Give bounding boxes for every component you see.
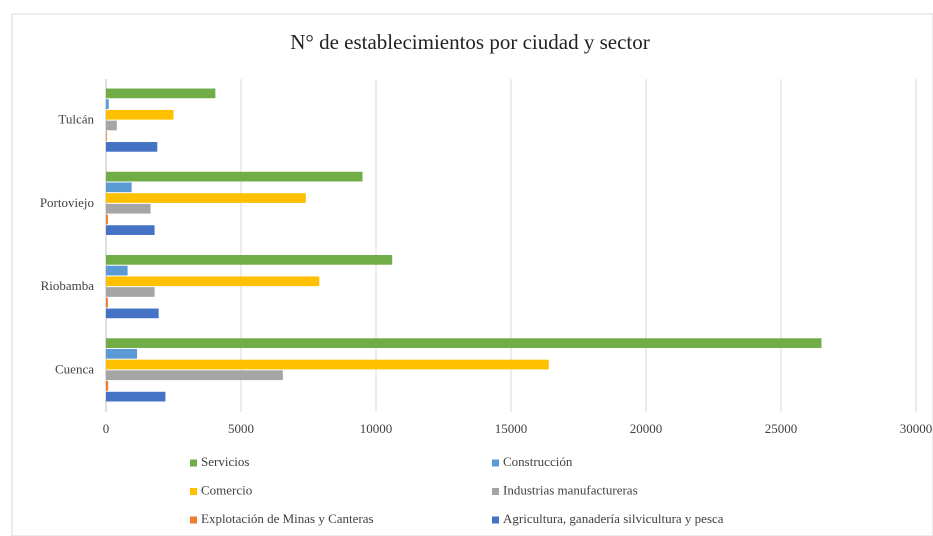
x-tick-label: 25000 bbox=[765, 421, 798, 436]
legend-label: Industrias manufactureras bbox=[503, 482, 638, 497]
bar bbox=[106, 276, 320, 287]
bar bbox=[106, 88, 216, 99]
bar bbox=[106, 225, 155, 235]
bar bbox=[106, 120, 117, 131]
legend-swatch bbox=[190, 516, 197, 524]
legend-swatch bbox=[492, 459, 499, 467]
y-tick-label: Riobamba bbox=[41, 278, 95, 293]
x-tick-label: 0 bbox=[103, 421, 110, 436]
bar bbox=[106, 338, 822, 348]
legend-swatch bbox=[190, 488, 197, 495]
y-tick-label: Tulcán bbox=[58, 112, 94, 127]
bar bbox=[106, 99, 109, 109]
legend-label: Comercio bbox=[201, 482, 252, 497]
y-tick-label: Portoviejo bbox=[40, 195, 94, 210]
bar bbox=[106, 265, 128, 276]
bar bbox=[106, 171, 363, 182]
legend-label: Construcción bbox=[503, 454, 573, 469]
bar bbox=[106, 131, 107, 142]
bar bbox=[106, 359, 549, 370]
bar bbox=[106, 308, 159, 319]
bar bbox=[106, 391, 166, 402]
x-tick-label: 20000 bbox=[630, 421, 663, 436]
bar bbox=[106, 297, 108, 308]
bar bbox=[106, 142, 158, 152]
legend-swatch bbox=[492, 488, 499, 495]
legend-label: Explotación de Minas y Canteras bbox=[201, 511, 374, 526]
x-tick-label: 30000 bbox=[900, 421, 933, 436]
legend-swatch bbox=[492, 516, 499, 524]
x-tick-label: 5000 bbox=[228, 421, 254, 436]
chart-title: N° de establecimientos por ciudad y sect… bbox=[290, 30, 649, 54]
bar bbox=[106, 287, 155, 297]
bar bbox=[106, 214, 108, 225]
legend-swatch bbox=[190, 459, 197, 467]
bar bbox=[106, 203, 151, 214]
legend-label: Agricultura, ganadería silvicultura y pe… bbox=[503, 511, 724, 526]
x-tick-label: 10000 bbox=[360, 421, 393, 436]
chart-frame bbox=[11, 13, 933, 536]
bar bbox=[106, 193, 306, 203]
bar bbox=[106, 370, 283, 381]
bar bbox=[106, 109, 174, 120]
bar bbox=[106, 381, 109, 391]
bar bbox=[106, 255, 393, 265]
legend-label: Servicios bbox=[201, 454, 249, 469]
x-tick-label: 15000 bbox=[495, 421, 528, 436]
bar bbox=[106, 182, 132, 193]
y-tick-label: Cuenca bbox=[55, 361, 94, 376]
bar bbox=[106, 348, 138, 359]
